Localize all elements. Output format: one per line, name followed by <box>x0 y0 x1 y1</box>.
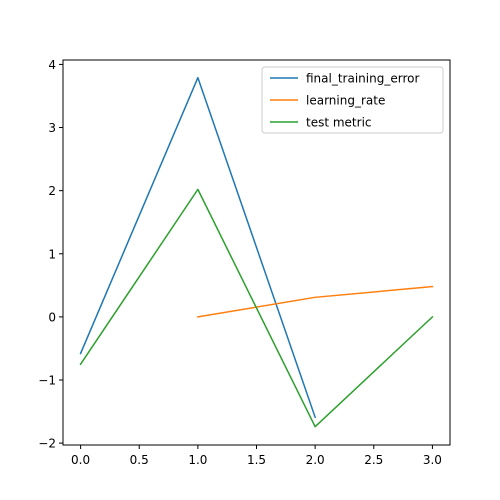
y-tick-label: 1 <box>48 247 56 261</box>
axes-layer: 0.0 0.5 1.0 1.5 2.0 2.5 3.0 −2 −1 0 1 2 3 4 <box>38 58 451 467</box>
y-tick-label: 0 <box>48 310 56 324</box>
x-tick-label: 2.0 <box>306 453 325 467</box>
series-layer <box>79 76 434 428</box>
x-tick-label: 3.0 <box>423 453 442 467</box>
y-tick-label: −2 <box>38 437 56 451</box>
y-tick-label: 3 <box>48 121 56 135</box>
x-tick-label: 1.0 <box>188 453 207 467</box>
y-tick-label: −1 <box>38 373 56 387</box>
series-line-2 <box>196 285 434 318</box>
legend-label: final_training_error <box>306 72 419 86</box>
x-tick-label: 2.5 <box>364 453 383 467</box>
legend-box <box>261 66 444 134</box>
y-tick-label: 2 <box>48 184 56 198</box>
y-tick-label: 4 <box>48 58 56 72</box>
x-tick-label: 1.5 <box>247 453 266 467</box>
series-line-3 <box>79 188 434 428</box>
x-tick-label: 0.5 <box>130 453 149 467</box>
x-tick-label: 0.0 <box>71 453 90 467</box>
legend-label: learning_rate <box>306 94 385 108</box>
legend-label: test metric <box>306 116 372 130</box>
